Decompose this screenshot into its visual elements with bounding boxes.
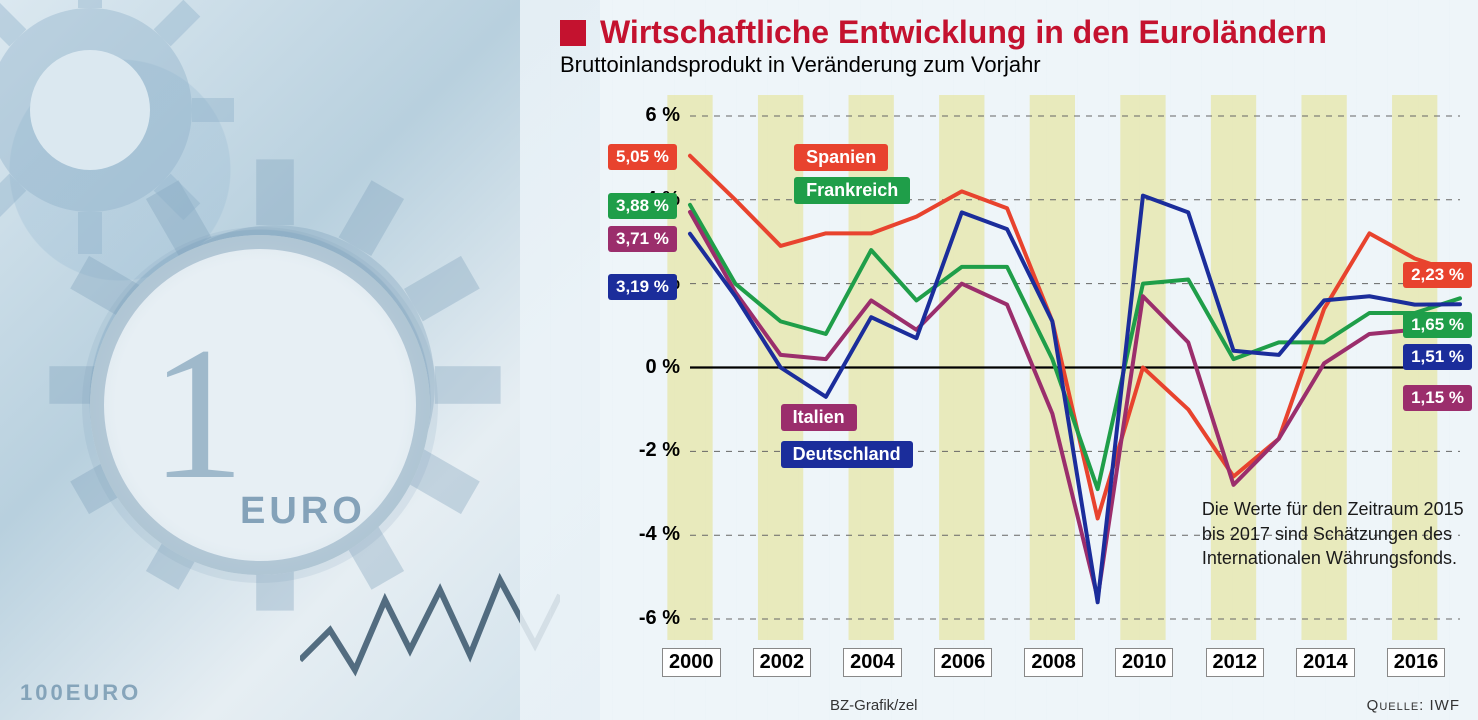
start-value-badge: 3,71 % [608,226,677,252]
x-tick-label: 2014 [1296,648,1355,677]
start-value-badge: 5,05 % [608,144,677,170]
x-tick-label: 2004 [843,648,902,677]
x-tick-label: 2008 [1024,648,1083,677]
decorative-panel: 1 EURO 100EURO [0,0,600,720]
credit-right: Quelle: IWF [1367,697,1460,714]
x-tick-label: 2012 [1206,648,1265,677]
x-tick-label: 2002 [753,648,812,677]
x-tick-label: 2006 [934,648,993,677]
banknote-label: 100EURO [20,680,141,706]
series-legend-badge: Frankreich [794,177,910,204]
x-tick-label: 2010 [1115,648,1174,677]
series-legend-badge: Spanien [794,144,888,171]
coin-euro-label: EURO [240,490,366,533]
end-value-badge: 1,15 % [1403,385,1472,411]
series-legend-badge: Italien [781,404,857,431]
infographic-root: 1 EURO 100EURO Wirtschaftliche Entwicklu… [0,0,1478,720]
series-legend-badge: Deutschland [781,441,913,468]
y-tick-label: 6 % [620,104,680,127]
start-value-badge: 3,19 % [608,274,677,300]
end-value-badge: 1,65 % [1403,312,1472,338]
y-tick-label: 0 % [620,356,680,379]
y-tick-label: -4 % [620,523,680,546]
coin-digit: 1 [150,305,245,523]
start-value-badge: 3,88 % [608,193,677,219]
x-tick-label: 2016 [1387,648,1446,677]
y-tick-label: -2 % [620,439,680,462]
credit-left: BZ-Grafik/zel [830,697,918,714]
forecast-note: Die Werte für den Zeitraum 2015 bis 2017… [1202,497,1478,570]
euro-coin-icon: 1 EURO [90,235,430,575]
end-value-badge: 1,51 % [1403,344,1472,370]
x-tick-label: 2000 [662,648,721,677]
y-tick-label: -6 % [620,607,680,630]
chart-panel: Wirtschaftliche Entwicklung in den Eurol… [520,0,1478,720]
gear-icon [0,0,240,260]
end-value-badge: 2,23 % [1403,262,1472,288]
